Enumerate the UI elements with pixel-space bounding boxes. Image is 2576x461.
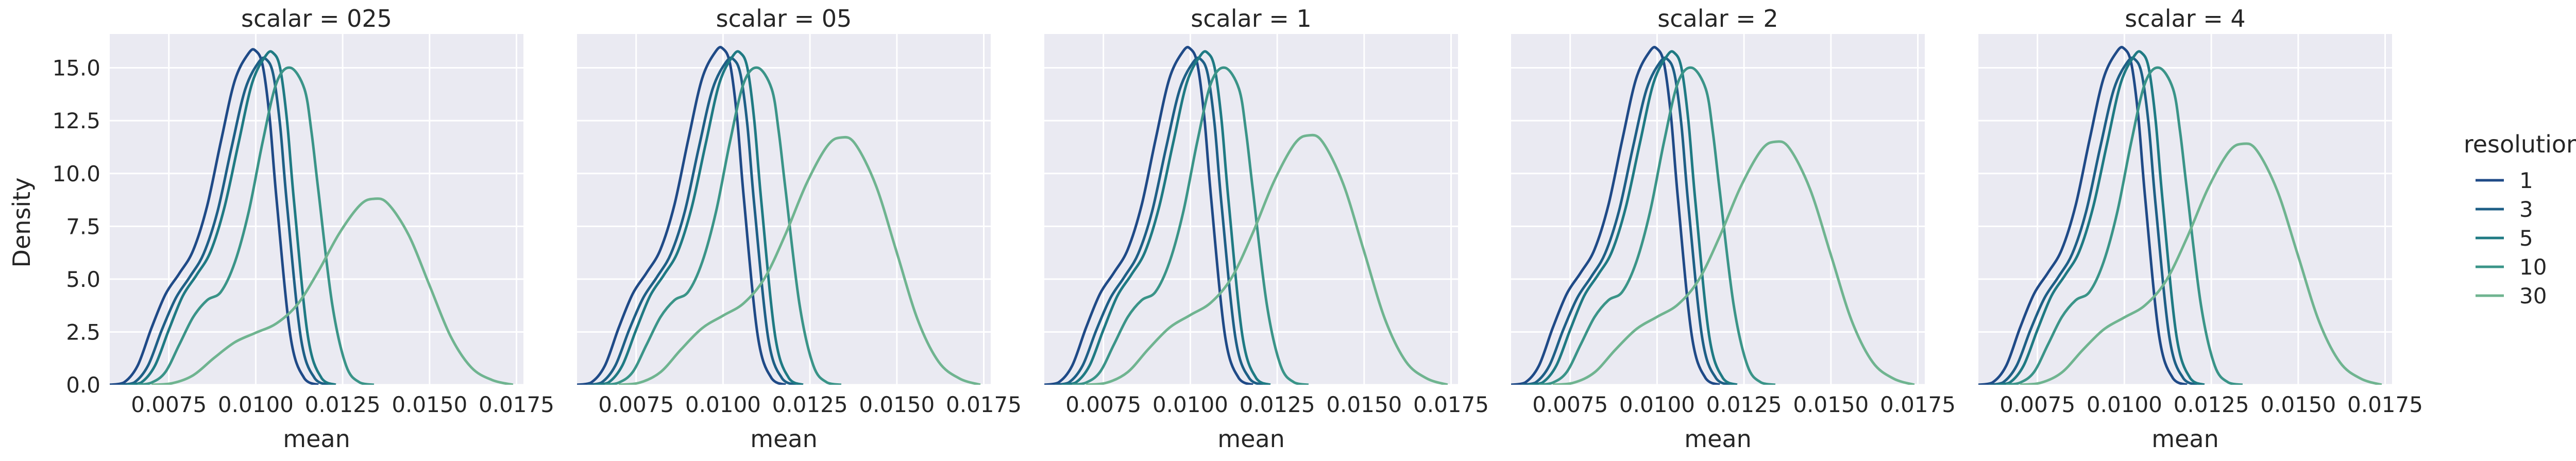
density-curve-10 (137, 66, 375, 385)
x-tick-label: 0.0125 (772, 392, 848, 417)
x-axis-title: mean (1217, 425, 1284, 453)
legend-items: 1 3 5 10 30 (2476, 168, 2547, 309)
facet-panel: scalar = 1 0.0075 0.0100 0.0125 0.0150 0.0175… (1044, 5, 1489, 453)
x-tick-label: 0.0075 (1532, 392, 1608, 417)
density-curve-5 (1061, 50, 1271, 385)
density-curve-1 (1044, 46, 1253, 385)
legend-label: 3 (2519, 197, 2533, 222)
legend-label: 5 (2519, 226, 2533, 251)
x-tick-label: 0.0150 (1326, 392, 1402, 417)
density-curve-3 (587, 56, 797, 385)
x-axis-title: mean (283, 425, 350, 453)
legend-item: 30 (2476, 283, 2547, 309)
facet-panel: scalar = 4 0.0075 0.0100 0.0125 0.0150 0.0175… (1978, 5, 2423, 453)
density-curves (110, 48, 514, 385)
legend-label: 1 (2519, 168, 2533, 193)
legend-label: 30 (2519, 283, 2547, 309)
y-tick-label: 10.0 (52, 161, 100, 186)
x-axis-title: mean (2151, 425, 2218, 453)
density-curve-1 (1511, 46, 1720, 385)
x-tick-label: 0.0075 (1999, 392, 2075, 417)
legend-label: 10 (2519, 254, 2547, 280)
plot-background (1511, 34, 1925, 385)
legend: resolution 1 3 5 10 30 (2464, 130, 2576, 309)
density-curves (1978, 46, 2382, 385)
density-curve-30 (2020, 142, 2382, 385)
density-curve-10 (1538, 66, 1776, 385)
y-tick-label: 0.0 (66, 372, 100, 398)
panel-title: scalar = 1 (1191, 5, 1311, 32)
x-tick-label: 0.0175 (1880, 392, 1956, 417)
y-tick-label: 7.5 (66, 214, 100, 239)
x-tick-label: 0.0075 (598, 392, 674, 417)
density-curve-30 (1552, 140, 1915, 385)
x-tick-label: 0.0100 (218, 392, 294, 417)
y-tick-label: 2.5 (66, 319, 100, 345)
panel-title: scalar = 4 (2125, 5, 2245, 32)
x-tick-label: 0.0100 (2087, 392, 2162, 417)
density-curve-5 (594, 50, 804, 385)
density-curve-30 (1086, 133, 1448, 385)
density-curve-10 (2006, 66, 2243, 385)
x-tick-label: 0.0100 (685, 392, 761, 417)
x-tick-label: 0.0175 (2347, 392, 2423, 417)
density-curve-5 (1995, 50, 2205, 385)
density-curve-30 (618, 135, 981, 385)
density-curve-3 (1988, 56, 2198, 385)
x-tick-label: 0.0175 (479, 392, 554, 417)
x-tick-label: 0.0100 (1619, 392, 1695, 417)
legend-item: 5 (2476, 226, 2533, 251)
legend-title: resolution (2464, 130, 2576, 158)
panel-title: scalar = 025 (241, 5, 392, 32)
x-tick-label: 0.0125 (1706, 392, 1782, 417)
x-axis-title: mean (750, 425, 817, 453)
facet-panel: scalar = 2 0.0075 0.0100 0.0125 0.0150 0.0175… (1511, 5, 1956, 453)
panel-title: scalar = 05 (716, 5, 852, 32)
plot-background (1978, 34, 2392, 385)
density-curves (1511, 46, 1915, 385)
x-tick-label: 0.0125 (2174, 392, 2249, 417)
density-curve-3 (1054, 56, 1264, 385)
x-axis-title: mean (1684, 425, 1751, 453)
x-tick-label: 0.0150 (2260, 392, 2336, 417)
x-tick-label: 0.0150 (859, 392, 935, 417)
y-axis-title: Density (8, 178, 36, 268)
facet-panel: scalar = 05 0.0075 0.0100 0.0125 0.0150 0.017… (577, 5, 1022, 453)
legend-item: 10 (2476, 254, 2547, 280)
x-tick-label: 0.0125 (1240, 392, 1315, 417)
density-curve-10 (604, 66, 842, 385)
x-tick-label: 0.0150 (1793, 392, 1869, 417)
x-tick-label: 0.0125 (305, 392, 381, 417)
x-tick-label: 0.0175 (1413, 392, 1489, 417)
y-tick-label: 5.0 (66, 267, 100, 292)
plot-background (110, 34, 523, 385)
y-tick-label: 12.5 (52, 108, 100, 133)
legend-item: 1 (2476, 168, 2533, 193)
density-curve-5 (127, 50, 336, 385)
x-tick-label: 0.0075 (131, 392, 207, 417)
panel-title: scalar = 2 (1657, 5, 1778, 32)
y-axis-title-group: Density (8, 178, 36, 268)
density-curve-5 (1528, 50, 1738, 385)
density-curve-1 (577, 46, 786, 385)
x-tick-label: 0.0175 (946, 392, 1022, 417)
density-curve-10 (1072, 66, 1309, 385)
density-curve-30 (151, 197, 514, 385)
density-curve-3 (120, 56, 330, 385)
plot-background (577, 34, 991, 385)
density-curves (577, 46, 981, 385)
density-curve-3 (1521, 56, 1731, 385)
x-tick-label: 0.0100 (1153, 392, 1228, 417)
density-curve-1 (1978, 46, 2188, 385)
x-tick-label: 0.0150 (392, 392, 467, 417)
legend-item: 3 (2476, 197, 2533, 222)
density-curve-1 (110, 48, 319, 385)
y-tick-label: 15.0 (52, 56, 100, 81)
density-curves (1044, 46, 1448, 385)
x-tick-label: 0.0075 (1065, 392, 1141, 417)
